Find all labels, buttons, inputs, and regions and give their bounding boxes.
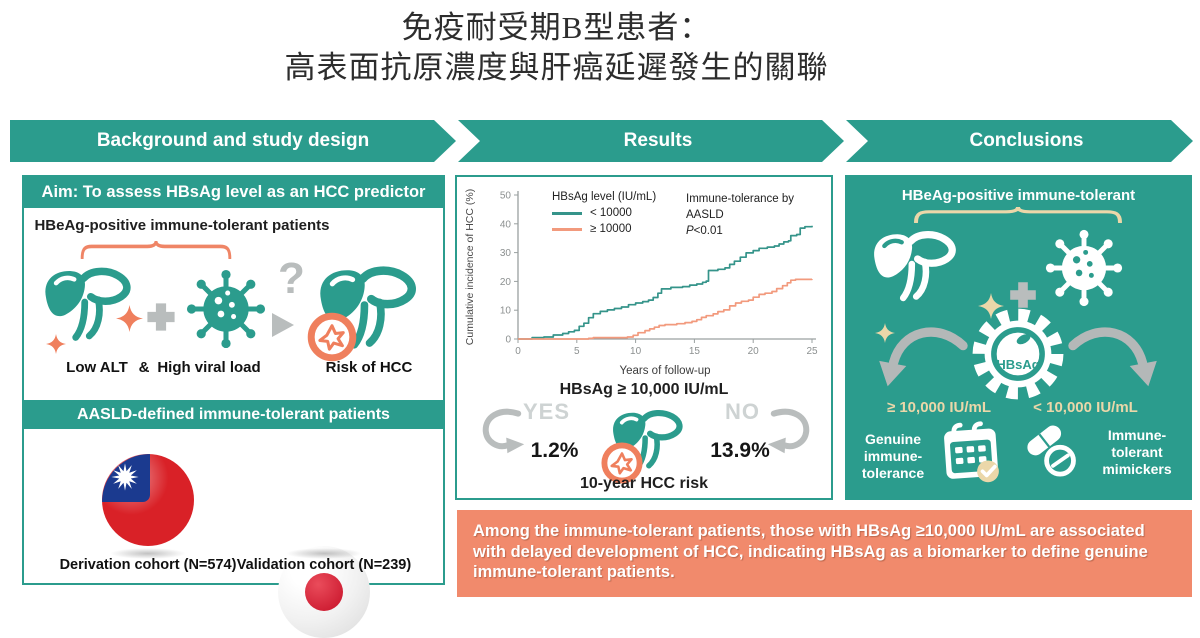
liver-icon <box>38 259 136 345</box>
tumor-icon <box>306 311 358 363</box>
taiwan-flag <box>102 454 194 546</box>
risk-question: HBsAg ≥ 10,000 IU/mL <box>559 381 729 398</box>
label-and: & <box>138 359 150 376</box>
pills-icon <box>1021 421 1085 485</box>
banner-results: Results <box>458 120 844 162</box>
plus-icon <box>144 300 178 334</box>
label-high-viral-load: High viral load <box>157 359 261 376</box>
conclusions-header: HBeAg-positive immune-tolerant <box>901 187 1136 204</box>
banner-background-label: Background and study design <box>96 130 370 151</box>
results-panel: 0 5 10 15 20 25 0 10 20 30 40 50 Years of follow-up C… <box>455 175 833 500</box>
svg-text:10: 10 <box>500 306 512 317</box>
taiwan-sun-icon <box>108 460 142 494</box>
svg-text:Cumulative incidence of HCC (%: Cumulative incidence of HCC (%) <box>464 189 476 345</box>
virus-icon <box>1043 227 1125 309</box>
legend-swatch-teal <box>552 211 582 215</box>
group-label: HBeAg-positive immune-tolerant patients <box>34 217 330 234</box>
svg-text:20: 20 <box>748 346 760 357</box>
yes-value: 1.2% <box>530 439 579 462</box>
page-title: 免疫耐受期B型患者： 高表面抗原濃度與肝癌延遲發生的關聯 <box>0 8 1113 88</box>
genuine-tolerance-label: Genuine immune-tolerance <box>861 431 925 481</box>
conclusions-panel: HBeAg-positive immune-tolerant HBsAg ≥ 1… <box>845 175 1192 500</box>
svg-text:30: 30 <box>500 248 512 259</box>
label-low-alt: Low ALT <box>66 359 128 376</box>
legend-label: < 10000 <box>590 207 632 219</box>
gear-label: HBsAg <box>996 357 1040 372</box>
calendar-check-icon <box>937 419 1005 487</box>
annotation-line: Immune-tolerance by AASLD <box>686 193 795 221</box>
flag-shadow <box>286 548 362 559</box>
summary-text: Among the immune-tolerant patients, thos… <box>473 522 1148 581</box>
svg-text:25: 25 <box>806 346 818 357</box>
svg-text:15: 15 <box>689 346 701 357</box>
arrow-right-icon <box>272 313 294 337</box>
label-risk-of-hcc: Risk of HCC <box>325 359 413 376</box>
title-line-2: 高表面抗原濃度與肝癌延遲發生的關聯 <box>284 50 829 85</box>
risk-caption: 10-year HCC risk <box>579 475 709 492</box>
svg-text:20: 20 <box>500 277 512 288</box>
yes-label: YES <box>523 399 571 424</box>
banner-background: Background and study design <box>10 120 456 162</box>
chart-annotation: Immune-tolerance by AASLD P<0.01 <box>686 191 828 239</box>
legend-entry: < 10000 <box>552 207 656 219</box>
no-label: NO <box>725 399 760 424</box>
summary-box: Among the immune-tolerant patients, thos… <box>457 510 1192 597</box>
virus-icon <box>184 267 268 351</box>
left-threshold: ≥ 10,000 IU/mL <box>886 399 992 416</box>
right-threshold: < 10,000 IU/mL <box>1033 399 1138 416</box>
svg-text:0: 0 <box>505 335 511 346</box>
legend-label: ≥ 10000 <box>590 223 632 235</box>
svg-text:Years of follow-up: Years of follow-up <box>620 365 711 377</box>
japan-flag-disc <box>304 572 344 612</box>
graphical-abstract: { "title": { "line1": "免疫耐受期B型患者：", "lin… <box>0 8 1193 638</box>
annotation-pvalue: P<0.01 <box>686 223 828 239</box>
background-panel: Aim: To assess HBsAg level as an HCC pre… <box>22 175 445 638</box>
legend-title: HBsAg level (IU/mL) <box>552 191 657 203</box>
gear-hbsag-icon <box>967 303 1069 405</box>
banner-conclusions: Conclusions <box>846 120 1193 162</box>
svg-text:50: 50 <box>500 191 512 202</box>
curved-arrow-down-icon <box>867 327 971 399</box>
p-symbol: P <box>686 225 694 237</box>
svg-text:0: 0 <box>515 346 521 357</box>
brace-icon <box>80 241 232 259</box>
question-mark: ? <box>278 254 305 303</box>
sparkle-icon <box>46 334 66 354</box>
svg-text:5: 5 <box>574 346 580 357</box>
title-line-1: 免疫耐受期B型患者： <box>401 10 712 45</box>
sparkle-icon <box>116 305 143 332</box>
legend-swatch-salmon <box>552 227 582 231</box>
svg-text:40: 40 <box>500 219 512 230</box>
curved-arrow-down-icon <box>1065 327 1169 399</box>
km-chart: 0 5 10 15 20 25 0 10 20 30 40 50 Years of follow-up C… <box>460 183 828 381</box>
aasld-header: AASLD-defined immune-tolerant patients <box>24 400 443 429</box>
p-value: <0.01 <box>693 225 723 237</box>
flag-shadow <box>110 548 186 559</box>
chart-canvas: 0 5 10 15 20 25 0 10 20 30 40 50 Years of follow-up C… <box>464 189 818 377</box>
legend-entry: ≥ 10000 <box>552 223 656 235</box>
derivation-cohort-label: Derivation cohort (N=574) <box>59 557 237 573</box>
mimickers-label: Immune-tolerant mimickers <box>1102 427 1172 477</box>
banner-results-label: Results <box>623 130 693 151</box>
banner-conclusions-label: Conclusions <box>969 130 1084 151</box>
no-value: 13.9% <box>710 439 770 462</box>
validation-cohort-label: Validation cohort (N=239) <box>236 557 412 573</box>
brace-icon <box>913 207 1123 223</box>
chart-legend: HBsAg level (IU/mL) < 10000 ≥ 10000 <box>552 191 656 235</box>
aim-header: Aim: To assess HBsAg level as an HCC pre… <box>24 177 443 208</box>
liver-icon <box>867 223 961 305</box>
svg-text:10: 10 <box>630 346 642 357</box>
